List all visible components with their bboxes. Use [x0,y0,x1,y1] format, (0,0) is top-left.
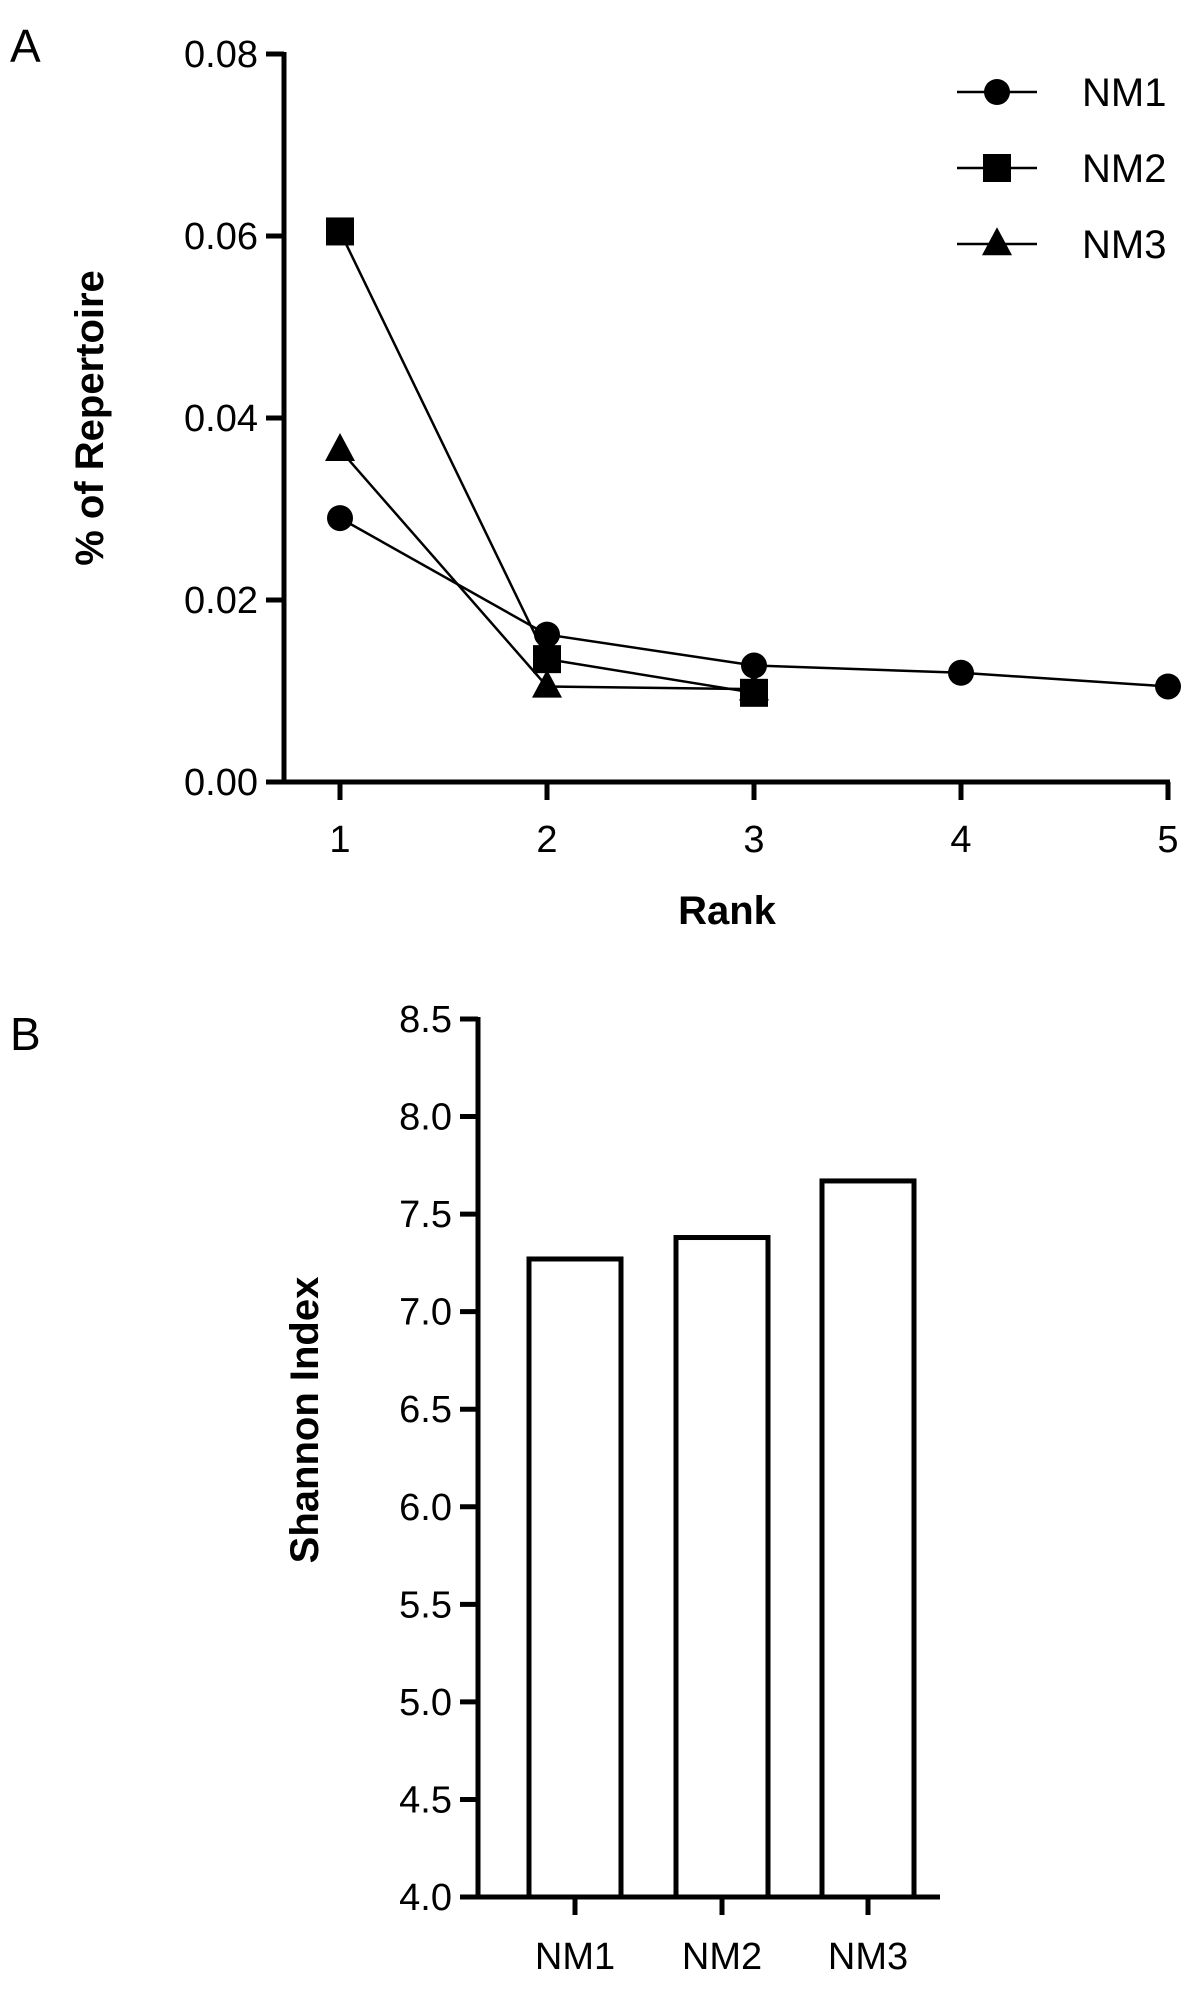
series-nm1 [327,505,1181,700]
y-tick-label: 8.5 [399,999,452,1041]
y-tick-label: 4.5 [399,1779,452,1821]
y-tick-label: 6.0 [399,1487,452,1529]
data-point [325,433,355,462]
rank-chart: 0.00 0.02 0.04 0.06 0.08 1 2 3 4 5 Rank % of Repert… [68,34,1181,933]
data-point [1155,673,1181,700]
panel-letter: A [10,20,41,72]
legend-label: NM2 [1082,147,1166,191]
y-tick-label: 5.5 [399,1584,452,1626]
legend-marker [984,79,1010,105]
y-tick-label: 7.0 [399,1292,452,1334]
x-tick-label: 5 [1157,819,1178,861]
legend-label: NM3 [1082,223,1166,267]
legend: NM1 NM2 NM3 [957,71,1166,267]
y-tick-label: 0.00 [184,762,258,804]
y-tick-label: 8.0 [399,1097,452,1139]
x-axis-title: Rank [678,889,777,933]
data-point [326,217,354,246]
x-tick-label: NM3 [828,1936,908,1978]
series-nm3 [325,433,769,701]
data-point [948,659,974,686]
legend-marker [982,227,1012,256]
x-tick-label: NM2 [682,1936,762,1978]
x-tick-label: 4 [950,819,971,861]
y-tick-label: 5.0 [399,1682,452,1724]
legend-label: NM1 [1082,71,1166,115]
legend-marker [983,154,1011,182]
y-axis-title: % of Repertoire [68,270,112,566]
x-tick-label: 1 [329,819,350,861]
y-axis-title: Shannon Index [283,1277,327,1564]
data-point [533,645,561,674]
x-tick-label: 3 [743,819,764,861]
y-tick-label: 0.02 [184,580,258,622]
data-point [741,652,767,679]
x-tick-label: 2 [536,819,557,861]
y-tick-label: 7.5 [399,1194,452,1236]
y-tick-label: 0.08 [184,34,258,76]
bar-nm1 [526,1256,624,1900]
data-point [534,621,560,648]
shannon-bar-chart: 4.0 4.5 5.0 5.5 6.0 6.5 7.0 7.5 8.0 8.5 NM1 NM2 NM3 S… [283,999,940,1978]
y-tick-label: 4.0 [399,1877,452,1919]
y-tick-label: 0.06 [184,216,258,258]
x-tick-label: NM1 [535,1936,615,1978]
bar-nm3 [819,1178,917,1900]
panel-letter: B [10,1008,41,1060]
bar-nm2 [673,1235,771,1900]
data-point [327,505,353,532]
y-tick-label: 0.04 [184,398,258,440]
data-point [532,669,562,698]
y-tick-label: 6.5 [399,1389,452,1431]
data-point [739,672,769,701]
